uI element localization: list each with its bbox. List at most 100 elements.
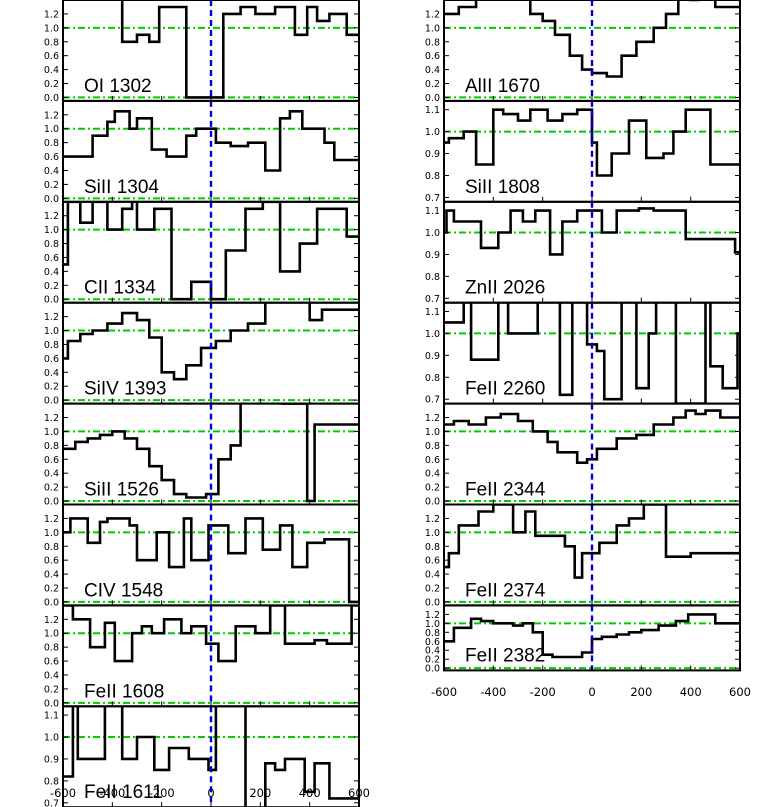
x-tick-label: 200: [630, 685, 652, 699]
y-tick-label: 0.8: [425, 628, 440, 639]
spectrum-panel: 0.0 0.2 0.4 0.6 0.8 1.0 1.2 OI 1302: [44, 0, 360, 104]
y-tick-label: 0.4: [44, 368, 59, 379]
spectrum-trace: [444, 504, 740, 579]
spectrum-panel: 0.7 0.8 0.9 1.0 1.1 FeII 1611: [44, 705, 360, 807]
ion-label: FeII 2374: [465, 580, 546, 601]
ion-label: FeII 2260: [465, 379, 545, 400]
x-tick-label: -600: [50, 786, 76, 800]
y-tick-label: 0.4: [44, 65, 59, 76]
y-tick-label: 0.4: [425, 469, 440, 480]
y-tick-label: 1.0: [425, 528, 440, 539]
y-tick-label: 1.0: [44, 326, 59, 337]
spectrum-trace: [444, 108, 740, 177]
y-tick-label: 1.0: [425, 619, 440, 630]
x-tick-label: 600: [729, 685, 751, 699]
y-tick-label: 0.8: [44, 239, 59, 250]
spectrum-trace: [444, 207, 740, 256]
x-tick-label: -200: [149, 786, 175, 800]
y-tick-label: 1.0: [44, 528, 59, 539]
spectrum-panel: 0.7 0.8 0.9 1.0 1.1 FeII 2260: [425, 301, 741, 406]
y-tick-label: 1.0: [44, 23, 59, 34]
y-tick-label: 0.4: [44, 267, 59, 278]
x-tick-label: -200: [530, 685, 556, 699]
y-tick-label: 0.6: [44, 556, 59, 567]
x-tick-label: 0: [207, 786, 214, 800]
y-tick-label: 0.0: [44, 597, 59, 608]
y-tick-label: 0.6: [44, 51, 59, 62]
y-tick-label: 0.2: [44, 281, 59, 292]
ion-label: OI 1302: [84, 76, 152, 97]
y-tick-label: 0.0: [44, 194, 59, 205]
spectrum-trace: [444, 302, 740, 404]
ion-label: SiII 1304: [84, 177, 159, 198]
spectrum-panel: 0.7 0.8 0.9 1.0 1.1 SiII 1808: [425, 99, 741, 204]
y-tick-label: 0.6: [425, 556, 440, 567]
spectrum-trace: [120, 0, 359, 99]
ion-label: CIV 1548: [84, 580, 163, 601]
y-tick-label: 0.0: [44, 93, 59, 104]
y-tick-label: 1.0: [425, 329, 440, 340]
y-tick-label: 1.2: [425, 610, 440, 621]
y-tick-label: 0.8: [44, 776, 59, 787]
y-tick-label: 0.2: [425, 584, 440, 595]
y-tick-label: 0.0: [44, 698, 59, 709]
y-tick-label: 1.1: [44, 711, 59, 722]
ion-label: FeII 2344: [465, 480, 546, 501]
spectrum-trace: [63, 302, 359, 381]
y-tick-label: 0.0: [425, 597, 440, 608]
y-tick-label: 1.2: [44, 413, 59, 424]
y-tick-label: 1.2: [425, 9, 440, 20]
y-tick-label: 0.7: [425, 193, 440, 204]
y-tick-label: 1.0: [425, 427, 440, 438]
y-tick-label: 0.6: [425, 455, 440, 466]
spectrum-trace: [63, 201, 359, 301]
x-tick-label: -400: [480, 685, 506, 699]
spectrum-panel: 0.0 0.2 0.4 0.6 0.8 1.0 1.2 SiIV 1393: [44, 301, 360, 407]
ion-label: SiII 1526: [84, 480, 159, 501]
y-tick-label: 1.1: [425, 105, 440, 116]
y-tick-label: 0.7: [44, 798, 59, 807]
y-tick-label: 0.8: [425, 272, 440, 283]
ion-label: AlII 1670: [465, 76, 540, 97]
y-tick-label: 1.2: [44, 615, 59, 626]
y-tick-label: 1.0: [44, 124, 59, 135]
y-tick-label: 0.8: [425, 37, 440, 48]
y-tick-label: 1.2: [44, 110, 59, 121]
y-tick-label: 0.6: [44, 455, 59, 466]
y-tick-label: 0.2: [44, 684, 59, 695]
y-tick-label: 0.6: [44, 253, 59, 264]
spectrum-panel: 0.00.20.40.60.81.01.2 FeII 2382: [425, 604, 741, 675]
spectrum-panel: 0.0 0.2 0.4 0.6 0.8 1.0 1.2 SiII 1304: [44, 99, 360, 205]
y-tick-label: 0.2: [44, 180, 59, 191]
y-tick-label: 0.8: [44, 542, 59, 553]
x-tick-label: 400: [680, 685, 702, 699]
spectrum-trace: [444, 613, 740, 659]
spectrum-panel: 0.0 0.2 0.4 0.6 0.8 1.0 1.2 FeII 2344: [425, 402, 741, 508]
ion-label: FeII 2382: [465, 645, 545, 666]
y-tick-label: 0.4: [425, 646, 440, 657]
y-tick-label: 0.2: [44, 483, 59, 494]
y-tick-label: 0.8: [425, 171, 440, 182]
y-tick-label: 0.0: [44, 295, 59, 306]
spectrum-panel: 0.0 0.2 0.4 0.6 0.8 1.0 1.2 CII 1334: [44, 200, 360, 306]
y-tick-label: 0.9: [425, 250, 440, 261]
x-tick-label: 400: [299, 786, 321, 800]
spectrum-trace: [444, 409, 740, 464]
y-tick-label: 0.8: [44, 138, 59, 149]
y-tick-label: 0.6: [44, 152, 59, 163]
ion-label: ZnII 2026: [465, 278, 545, 299]
y-tick-label: 0.8: [425, 441, 440, 452]
y-tick-label: 0.8: [44, 37, 59, 48]
spectrum-panel: 0.0 0.2 0.4 0.6 0.8 1.0 1.2 SiII 1526: [44, 402, 360, 508]
y-tick-label: 0.8: [44, 441, 59, 452]
y-tick-label: 0.6: [44, 354, 59, 365]
ion-label: SiII 1808: [465, 177, 540, 198]
y-tick-label: 0.2: [425, 655, 440, 666]
y-tick-label: 1.2: [425, 413, 440, 424]
y-tick-label: 0.8: [425, 542, 440, 553]
y-tick-label: 1.0: [44, 629, 59, 640]
y-tick-label: 1.2: [425, 514, 440, 525]
x-tick-label: 0: [588, 685, 595, 699]
